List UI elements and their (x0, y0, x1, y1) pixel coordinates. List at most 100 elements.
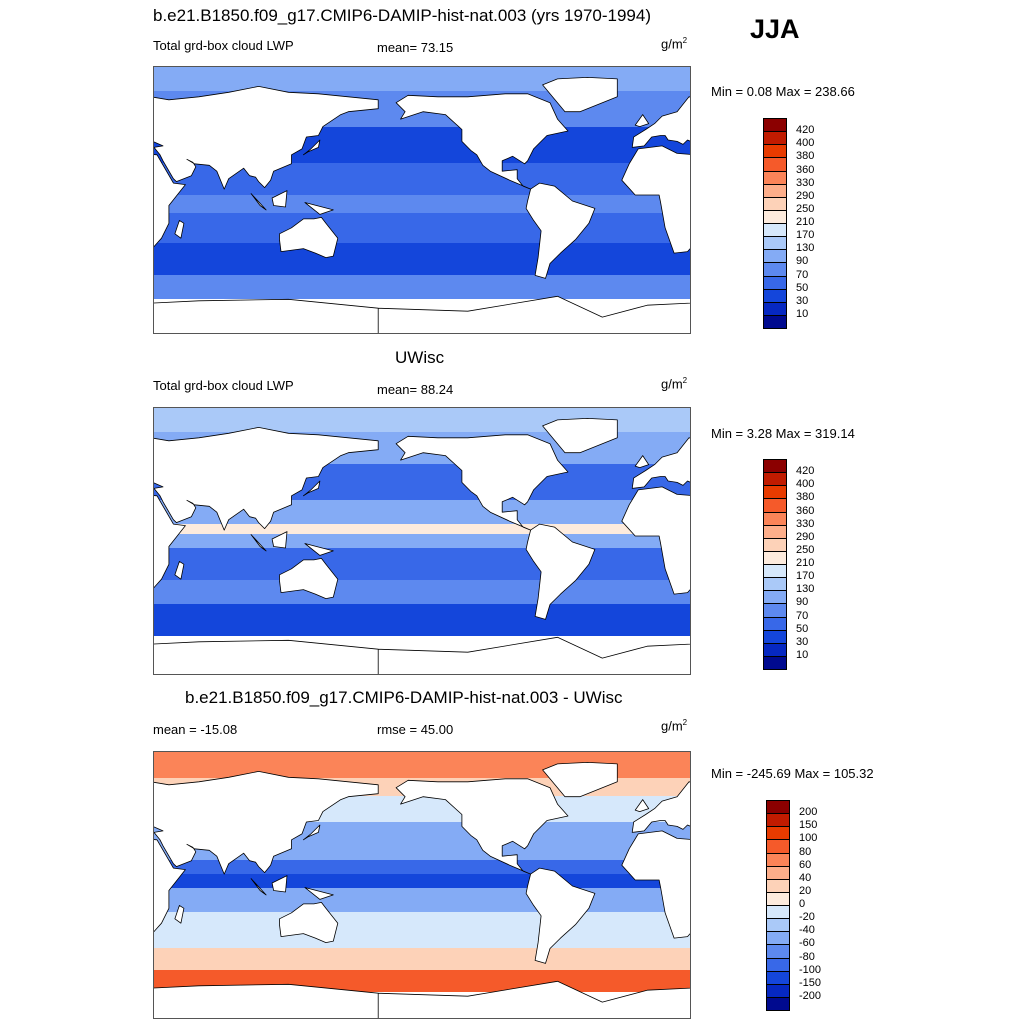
colorbar-swatch (766, 813, 790, 827)
ocean-field-band (154, 534, 690, 548)
colorbar-tick-label: 100 (799, 832, 818, 845)
continent-outline (154, 762, 690, 1018)
panel2-mean-label: mean= 88.24 (377, 382, 454, 397)
colorbar-swatch (763, 209, 787, 224)
ocean-field-band (154, 213, 690, 243)
colorbar-swatch (766, 852, 790, 867)
colorbar-tick-label: 170 (796, 570, 815, 583)
colorbar-tick-label: 360 (796, 504, 815, 517)
colorbar-swatch (766, 996, 790, 1011)
colorbar-swatch (763, 472, 787, 486)
ocean-field-band (154, 275, 690, 299)
colorbar-tick-label: 10 (796, 307, 809, 320)
colorbar-tick-label: -80 (799, 950, 815, 963)
colorbar-swatch (763, 236, 787, 250)
colorbar-tick-label: 50 (796, 281, 809, 294)
colorbar-tick-label: 130 (796, 242, 815, 255)
colorbar-tick-label: 30 (796, 294, 809, 307)
panel1-map (153, 66, 691, 334)
colorbar-tick-label: -40 (799, 924, 815, 937)
colorbar-swatch (766, 918, 790, 932)
colorbar-swatch (763, 524, 787, 539)
colorbar-swatch (763, 301, 787, 316)
continent-outline (154, 418, 690, 674)
colorbar-swatch (763, 223, 787, 237)
colorbar-tick-label: 50 (796, 622, 809, 635)
colorbar-tick-label: 20 (799, 884, 812, 897)
colorbar-tick-label: 330 (796, 176, 815, 189)
colorbar-swatch (763, 642, 787, 657)
colorbar-swatch (763, 170, 787, 185)
colorbar-tick-label: 60 (799, 858, 812, 871)
panel3-units: g/m2 (661, 718, 688, 734)
colorbar-tick-label: 0 (799, 898, 806, 910)
panel1-colorbar: 420 400 380 360 330 290 250 210 170 130 90 70 50 30 10 (763, 118, 814, 329)
colorbar-tick-label: 80 (799, 845, 812, 858)
colorbar-swatch (763, 314, 787, 329)
colorbar-tick-label: 170 (796, 229, 815, 242)
colorbar-swatch (766, 983, 790, 998)
season-label: JJA (750, 14, 800, 44)
panel1-title: b.e21.B1850.f09_g17.CMIP6-DAMIP-hist-nat… (153, 6, 651, 25)
panel1-units: g/m2 (661, 36, 688, 52)
colorbar-swatch (763, 616, 787, 631)
colorbar-swatch (763, 498, 787, 512)
panel2-colorbar: 420 400 380 360 330 290 250 210 170 130 90 70 50 30 10 (763, 459, 814, 670)
colorbar-swatch (766, 944, 790, 958)
panel3-rmse-label: rmse = 45.00 (377, 722, 454, 737)
colorbar-tick-label: 200 (799, 806, 818, 819)
colorbar-swatch (763, 603, 787, 617)
colorbar-swatch (763, 564, 787, 578)
colorbar-swatch (763, 459, 787, 473)
ocean-field-band (154, 888, 690, 912)
panel1-variable-label: Total grd-box cloud LWP (153, 38, 294, 53)
panel2-title: UWisc (395, 348, 445, 367)
colorbar-tick-label: 290 (796, 189, 815, 202)
colorbar-swatch (763, 249, 787, 263)
panel1-mean-label: mean= 73.15 (377, 40, 454, 55)
colorbar-tick-label: 420 (796, 124, 815, 137)
panel3-title: b.e21.B1850.f09_g17.CMIP6-DAMIP-hist-nat… (185, 688, 623, 707)
colorbar-tick-label: 290 (796, 530, 815, 543)
colorbar-tick-label: 380 (796, 491, 815, 504)
panel3-minmax: Min = -245.69 Max = 105.32 (711, 766, 874, 781)
ocean-field-band (154, 874, 690, 888)
colorbar-swatch (763, 131, 787, 145)
colorbar-swatch (763, 629, 787, 644)
colorbar-swatch (766, 826, 790, 840)
panel1-minmax: Min = 0.08 Max = 238.66 (711, 84, 855, 99)
colorbar-swatch (763, 485, 787, 499)
colorbar-tick-label: 360 (796, 163, 815, 176)
colorbar-swatch (763, 183, 787, 198)
panel3-map (153, 751, 691, 1019)
colorbar-swatch (763, 118, 787, 132)
colorbar-tick-label: 250 (796, 543, 815, 556)
colorbar-swatch (763, 144, 787, 158)
colorbar-tick-label: 150 (799, 819, 818, 832)
colorbar-tick-label: 10 (796, 648, 809, 661)
colorbar-tick-label: 330 (796, 517, 815, 530)
ocean-field-band (154, 604, 690, 636)
colorbar-tick-label: -200 (799, 989, 822, 1002)
colorbar-tick-label: 400 (796, 137, 815, 150)
colorbar-swatch (766, 957, 790, 972)
colorbar-tick-label: 380 (796, 150, 815, 163)
colorbar-swatch (766, 878, 790, 893)
colorbar-tick-label: -20 (799, 911, 815, 924)
colorbar-tick-label: 130 (796, 583, 815, 596)
colorbar-swatch (766, 970, 790, 985)
colorbar-swatch (763, 550, 787, 565)
colorbar-tick-label: 250 (796, 202, 815, 215)
ocean-field-band (154, 195, 690, 213)
colorbar-swatch (766, 865, 790, 880)
continent-outline (154, 77, 690, 333)
colorbar-tick-label: -60 (799, 937, 815, 950)
colorbar-tick-label: -100 (799, 963, 822, 976)
colorbar-tick-label: 90 (796, 255, 809, 268)
ocean-field-band (154, 912, 690, 948)
panel2-map (153, 407, 691, 675)
ocean-field-band (154, 524, 690, 534)
colorbar-tick-label: 70 (796, 268, 809, 281)
ocean-field-band (154, 948, 690, 970)
ocean-field-band (154, 548, 690, 580)
